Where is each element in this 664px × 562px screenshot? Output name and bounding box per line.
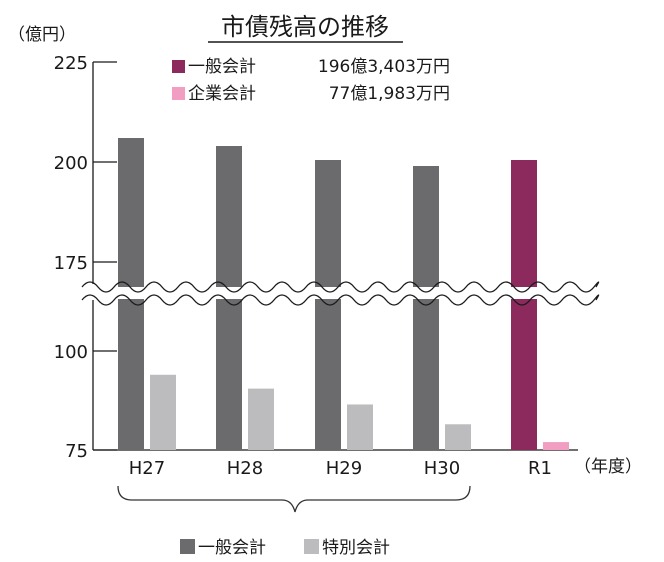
- bars: [118, 138, 569, 450]
- x-tick-label: H30: [424, 458, 460, 479]
- legend-top-value: 196億3,403万円: [318, 57, 450, 77]
- legend-top-label: 企業会計: [188, 84, 256, 104]
- x-tick-label: R1: [528, 458, 552, 479]
- bar-special-R1: [543, 442, 569, 450]
- bar-general-H30: [413, 166, 439, 450]
- legend-bottom: 一般会計 特別会計: [180, 538, 390, 558]
- bar-special-H30: [445, 424, 471, 450]
- axis-break: [70, 281, 600, 306]
- x-tick-label: H28: [227, 458, 263, 479]
- axis-break-gap: [70, 287, 600, 299]
- bracket-h27-h30: [117, 485, 471, 513]
- y-tick-label: 100: [54, 342, 88, 363]
- y-tick-label: 175: [54, 253, 88, 274]
- axis-break-wave-bottom: [81, 294, 600, 306]
- x-tick-labels: H27 H28 H29 H30 R1: [129, 458, 552, 479]
- y-tick-label: 200: [54, 153, 88, 174]
- legend-top-swatch: [172, 60, 185, 73]
- x-tick-label: H29: [326, 458, 362, 479]
- legend-bottom-swatch: [304, 539, 319, 554]
- chart-title: 市債残高の推移: [221, 13, 389, 41]
- legend-bottom-label: 特別会計: [322, 538, 390, 558]
- y-tick-label: 75: [65, 441, 88, 462]
- legend-bottom-label: 一般会計: [198, 538, 266, 558]
- bar-special-H28: [248, 388, 274, 450]
- y-tick-label: 225: [54, 53, 88, 74]
- y-axis-unit-label: （億円）: [8, 25, 76, 45]
- x-tick-label: H27: [129, 458, 165, 479]
- legend-top-label: 一般会計: [188, 57, 256, 77]
- x-axis-unit-label: （年度）: [574, 457, 642, 477]
- bar-special-H29: [347, 404, 373, 450]
- bar-special-H27: [150, 374, 176, 450]
- legend-top-swatch: [172, 87, 185, 100]
- legend-top-value: 77億1,983万円: [329, 84, 450, 104]
- legend-bottom-swatch: [180, 539, 195, 554]
- axis-break-wave-top: [81, 281, 600, 293]
